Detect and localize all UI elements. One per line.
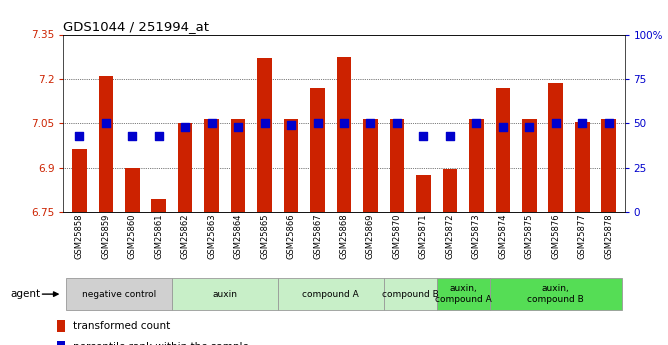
Point — [471, 121, 482, 126]
Point — [603, 121, 614, 126]
Point — [154, 133, 164, 139]
Bar — [383, 278, 437, 310]
Text: GSM25869: GSM25869 — [366, 213, 375, 259]
Bar — [204, 119, 219, 212]
Text: GSM25861: GSM25861 — [154, 213, 163, 259]
Text: auxin: auxin — [212, 289, 237, 299]
Point — [100, 121, 111, 126]
Text: compound B: compound B — [382, 289, 439, 299]
Bar — [469, 119, 484, 212]
Point — [498, 124, 508, 130]
Text: compound A: compound A — [303, 289, 359, 299]
Bar — [66, 278, 172, 310]
Text: GSM25867: GSM25867 — [313, 213, 322, 259]
Text: GSM25860: GSM25860 — [128, 213, 137, 259]
Bar — [337, 57, 351, 212]
Bar — [310, 88, 325, 212]
Text: transformed count: transformed count — [73, 321, 171, 331]
Bar — [437, 278, 490, 310]
Point — [444, 133, 455, 139]
Bar — [389, 119, 404, 212]
Bar — [178, 123, 192, 212]
Bar — [601, 119, 616, 212]
Text: auxin,
compound A: auxin, compound A — [435, 284, 492, 304]
Point — [259, 121, 270, 126]
Text: negative control: negative control — [82, 289, 156, 299]
Text: GSM25868: GSM25868 — [339, 213, 349, 259]
Bar — [575, 122, 589, 212]
Point — [127, 133, 138, 139]
Bar — [172, 278, 278, 310]
Bar — [443, 169, 457, 212]
Text: GSM25859: GSM25859 — [102, 213, 110, 259]
Text: GSM25875: GSM25875 — [525, 213, 534, 259]
Bar — [548, 83, 563, 212]
Point — [524, 124, 534, 130]
Point — [286, 122, 297, 128]
Point — [339, 121, 349, 126]
Bar — [496, 88, 510, 212]
Point — [391, 121, 402, 126]
Bar — [152, 199, 166, 212]
Bar — [57, 320, 65, 332]
Text: GSM25863: GSM25863 — [207, 213, 216, 259]
Bar — [416, 175, 431, 212]
Text: GSM25871: GSM25871 — [419, 213, 428, 259]
Text: auxin,
compound B: auxin, compound B — [528, 284, 584, 304]
Text: GSM25873: GSM25873 — [472, 213, 481, 259]
Text: GSM25878: GSM25878 — [604, 213, 613, 259]
Bar — [278, 278, 383, 310]
Text: GSM25874: GSM25874 — [498, 213, 507, 259]
Text: GSM25858: GSM25858 — [75, 213, 84, 259]
Bar — [125, 168, 140, 212]
Point — [418, 133, 429, 139]
Point — [233, 124, 244, 130]
Text: GDS1044 / 251994_at: GDS1044 / 251994_at — [63, 20, 210, 33]
Bar — [522, 119, 536, 212]
Bar — [284, 119, 299, 212]
Point — [312, 121, 323, 126]
Text: GSM25877: GSM25877 — [578, 213, 587, 259]
Bar — [257, 58, 272, 212]
Text: GSM25864: GSM25864 — [234, 213, 242, 259]
Text: GSM25866: GSM25866 — [287, 213, 295, 259]
Text: GSM25876: GSM25876 — [551, 213, 560, 259]
Text: agent: agent — [10, 289, 40, 299]
Text: GSM25865: GSM25865 — [260, 213, 269, 259]
Text: GSM25870: GSM25870 — [393, 213, 401, 259]
Bar — [99, 76, 113, 212]
Bar — [57, 341, 65, 345]
Bar — [363, 119, 378, 212]
Bar — [72, 148, 87, 212]
Text: GSM25862: GSM25862 — [181, 213, 190, 259]
Bar — [231, 119, 245, 212]
Bar — [490, 278, 622, 310]
Point — [206, 121, 217, 126]
Text: percentile rank within the sample: percentile rank within the sample — [73, 342, 249, 345]
Point — [180, 124, 190, 130]
Point — [365, 121, 376, 126]
Point — [577, 121, 588, 126]
Point — [74, 133, 85, 139]
Text: GSM25872: GSM25872 — [446, 213, 454, 259]
Point — [550, 121, 561, 126]
